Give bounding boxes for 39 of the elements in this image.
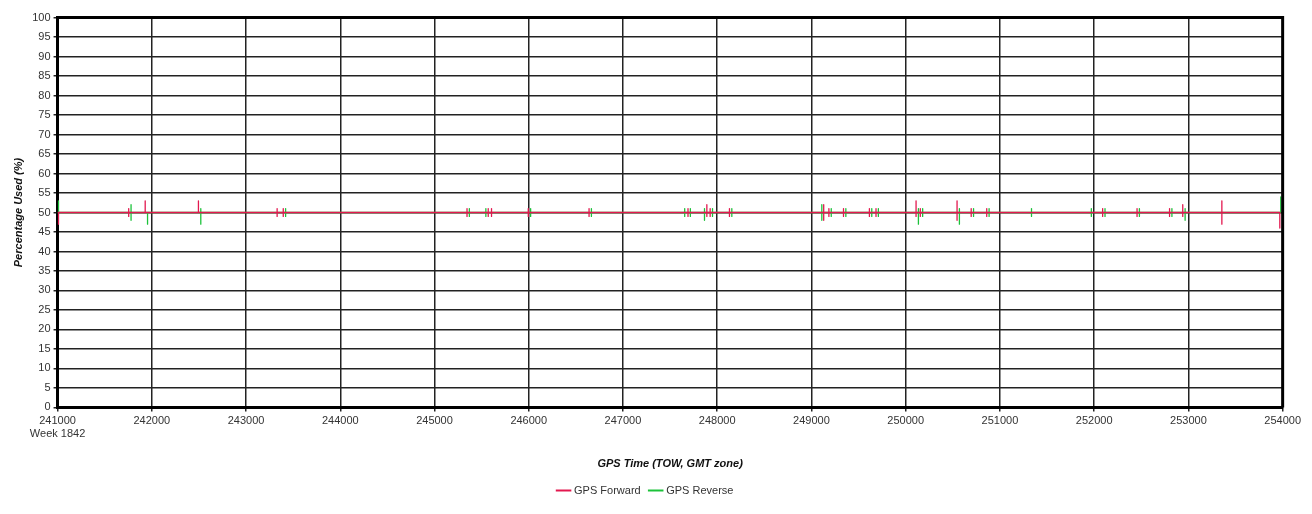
x-tick-label: 241000 Week 1842 (29, 414, 86, 440)
x-tick-label: 253000 (1170, 414, 1207, 427)
x-tick-label: 247000 (604, 414, 642, 427)
y-tick-label: 55 (38, 186, 51, 199)
y-tick-label: 100 (32, 10, 51, 23)
x-tick-label: 250000 (887, 414, 925, 427)
y-tick-label: 15 (38, 341, 51, 354)
y-tick-label: 5 (44, 380, 51, 393)
x-tick-label: 252000 (1075, 414, 1113, 427)
x-tick-label: 246000 (510, 414, 548, 427)
x-tick-label: 245000 (416, 414, 453, 427)
x-axis-title: GPS Time (TOW, GMT zone) (597, 457, 744, 470)
y-tick-label: 60 (38, 166, 51, 179)
y-tick-label: 85 (38, 69, 51, 82)
x-tick-label: 244000 (321, 414, 359, 427)
y-axis-title: Percentage Used (%) (11, 157, 24, 268)
y-tick-label: 20 (38, 322, 51, 335)
x-tick-label: 251000 (981, 414, 1019, 427)
y-tick-label: 30 (38, 283, 51, 296)
y-tick-label: 50 (38, 205, 51, 218)
x-tick-label: 248000 (698, 414, 736, 427)
y-tick-label: 95 (38, 30, 51, 43)
y-tick-label: 65 (38, 147, 51, 160)
legend-label: GPS Forward (574, 483, 641, 496)
y-tick-label: 80 (38, 88, 51, 101)
y-tick-label: 35 (38, 264, 51, 276)
y-tick-label: 40 (38, 244, 51, 257)
legend-label: GPS Reverse (666, 483, 734, 496)
y-tick-label: 75 (38, 108, 51, 121)
x-tick-label: 254000 (1264, 414, 1302, 427)
y-tick-label: 45 (38, 225, 51, 238)
y-tick-label: 25 (38, 302, 51, 315)
y-tick-label: 0 (44, 400, 51, 413)
y-tick-label: 70 (38, 127, 51, 140)
y-tick-label: 10 (38, 361, 51, 374)
x-tick-label: 249000 (793, 414, 830, 427)
x-tick-label: 242000 (133, 414, 171, 427)
x-tick-label: 243000 (227, 414, 265, 427)
y-tick-label: 90 (38, 49, 51, 62)
